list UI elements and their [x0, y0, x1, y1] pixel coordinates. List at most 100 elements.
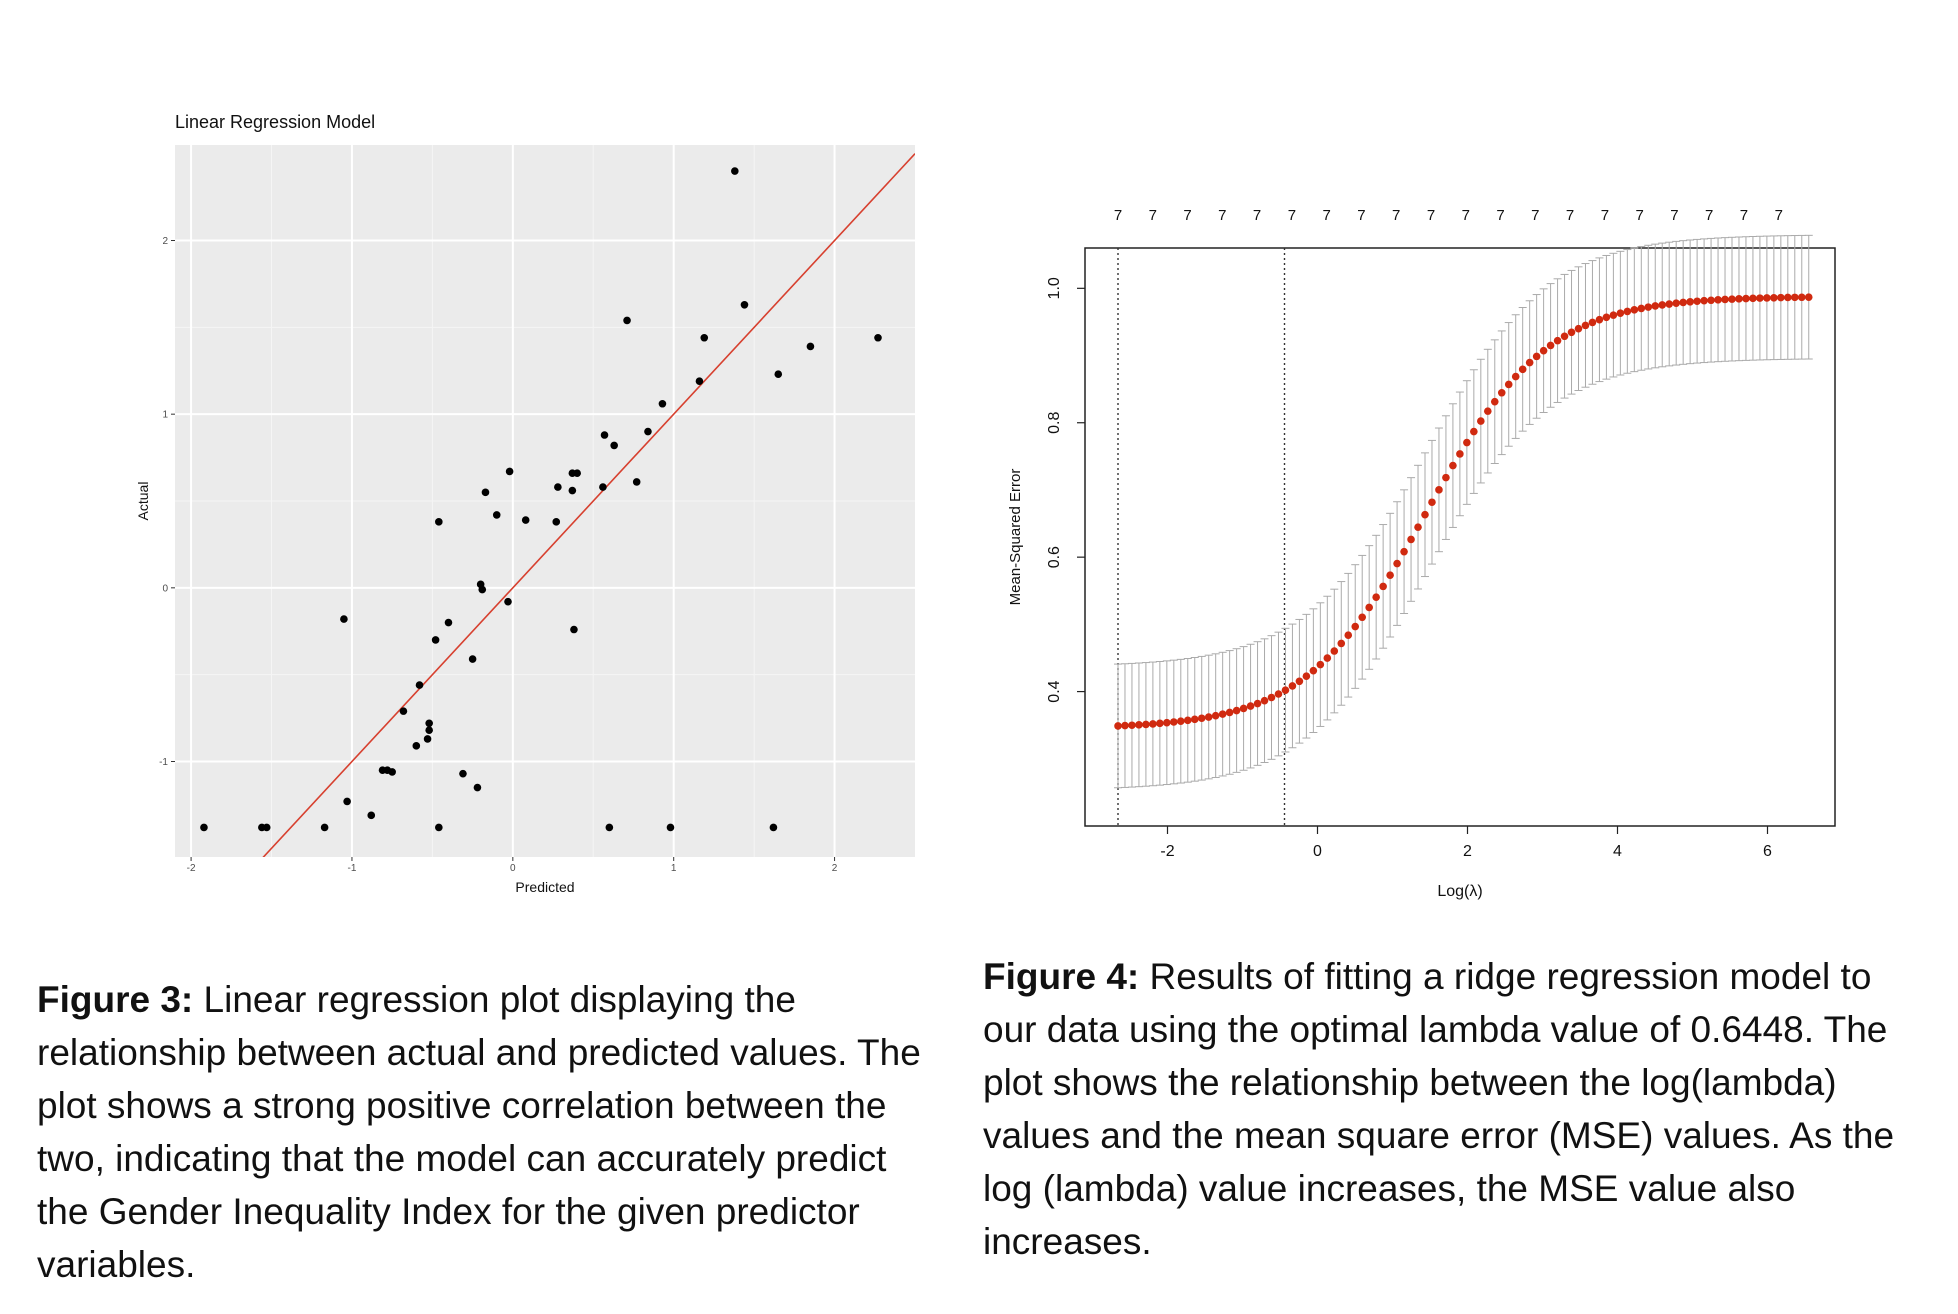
mse-point [1804, 293, 1813, 301]
linear-regression-chart: -2 -1 0 1 2 -1 0 1 2 Linear Regression Model Predi… [135, 112, 915, 895]
figure-3-caption-text: Linear regression plot displaying the re… [37, 979, 921, 1285]
data-point [431, 636, 440, 644]
data-point [623, 316, 631, 325]
ridge-regression-cv-chart: -2 0 2 4 6 0.4 0.6 0.8 1.0 7 7 7 7 7 7 7 7 7 7 7 7 7 7 7 7 7 7 7 7 Lo… [1007, 207, 1836, 900]
x-tick-label: -1 [348, 863, 357, 874]
top-axis-label: 7 [1149, 207, 1157, 224]
mse-point [1784, 293, 1792, 302]
x-tick-label: 2 [1463, 843, 1472, 860]
mse-point [1490, 397, 1499, 406]
data-point [505, 467, 514, 476]
mse-point [1553, 336, 1562, 345]
regression-line [262, 153, 915, 857]
mse-point [1756, 294, 1764, 302]
top-axis-label: 7 [1183, 207, 1191, 224]
mse-point [1232, 706, 1241, 715]
top-axis-label: 7 [1357, 207, 1365, 224]
mse-point [1267, 693, 1276, 702]
x-tick-label: 0 [510, 863, 516, 874]
data-point [444, 618, 453, 627]
mse-point [1190, 715, 1199, 724]
data-point [468, 655, 477, 663]
y-axis-label: Mean-Squared Error [1007, 469, 1024, 606]
mse-point [1197, 714, 1206, 723]
data-point [644, 427, 652, 436]
mse-point [1421, 510, 1429, 519]
x-axis-label: Predicted [515, 879, 574, 895]
mse-point [1281, 686, 1290, 694]
data-point [459, 769, 467, 778]
mse-point [1504, 380, 1513, 389]
mse-point [1183, 716, 1192, 725]
mse-point [1337, 639, 1346, 648]
data-point [425, 726, 433, 735]
mse-point [1742, 294, 1750, 303]
mse-point [1358, 613, 1367, 622]
mse-point [1644, 303, 1653, 311]
mse-point [1323, 654, 1332, 662]
mse-point [1260, 696, 1269, 705]
x-tick-label: 1 [671, 863, 677, 874]
mse-point [1721, 295, 1729, 304]
mse-point [1609, 311, 1618, 319]
figure-4-caption-text: Results of fitting a ridge regression mo… [983, 956, 1895, 1262]
top-axis-label: 7 [1566, 207, 1574, 224]
mse-point [1163, 718, 1171, 727]
data-point [425, 719, 433, 728]
mse-point [1749, 294, 1757, 303]
data-point [740, 300, 749, 309]
mse-point [1707, 296, 1715, 305]
data-point [435, 518, 443, 526]
data-point [570, 625, 578, 634]
data-point [605, 823, 614, 832]
mse-point [1295, 677, 1304, 686]
mse-point [1400, 547, 1408, 556]
mse-point [1449, 461, 1457, 470]
y-tick-label: -1 [159, 757, 168, 768]
data-point [600, 431, 609, 439]
mse-point [1204, 713, 1213, 721]
mse-point [1616, 309, 1625, 317]
plot-frame [1084, 247, 1836, 827]
data-point [320, 823, 329, 832]
mse-point [1637, 304, 1646, 313]
mse-point [1372, 593, 1380, 601]
y-tick-label: 0.6 [1046, 546, 1063, 568]
data-point [423, 735, 432, 743]
data-point [700, 333, 709, 342]
data-point [658, 399, 667, 408]
top-axis-label: 7 [1601, 207, 1609, 224]
mse-point [1511, 372, 1520, 381]
mse-point [1463, 438, 1471, 447]
mse-point [1546, 341, 1555, 350]
x-tick-label: -2 [187, 863, 196, 874]
top-axis-label: 7 [1635, 207, 1643, 224]
mse-point [1581, 321, 1590, 330]
data-point [769, 823, 778, 832]
x-tick-label: 0 [1313, 843, 1322, 860]
data-point [774, 370, 783, 379]
mse-point [1630, 306, 1639, 314]
figure-3-caption: Figure 3: Linear regression plot display… [37, 973, 927, 1291]
mse-point [1309, 666, 1318, 675]
mse-point [1239, 704, 1248, 713]
top-axis-label: 7 [1253, 207, 1261, 224]
data-point [568, 486, 577, 495]
mse-point [1386, 571, 1394, 579]
mse-point [1679, 298, 1687, 307]
mse-point [1728, 295, 1736, 303]
mse-point [1149, 720, 1157, 728]
mse-point [1470, 427, 1478, 436]
data-point [632, 478, 641, 486]
mse-point [1142, 720, 1150, 729]
mse-point [1121, 721, 1129, 730]
x-tick-label: 6 [1763, 843, 1772, 860]
top-axis-label: 7 [1392, 207, 1400, 224]
fit-line-group [262, 153, 915, 857]
mse-point [1588, 318, 1597, 327]
data-point [340, 615, 348, 623]
data-point [481, 488, 490, 497]
y-axis-label: Actual [135, 482, 151, 521]
data-point [399, 707, 408, 715]
mse-point [1777, 293, 1785, 302]
